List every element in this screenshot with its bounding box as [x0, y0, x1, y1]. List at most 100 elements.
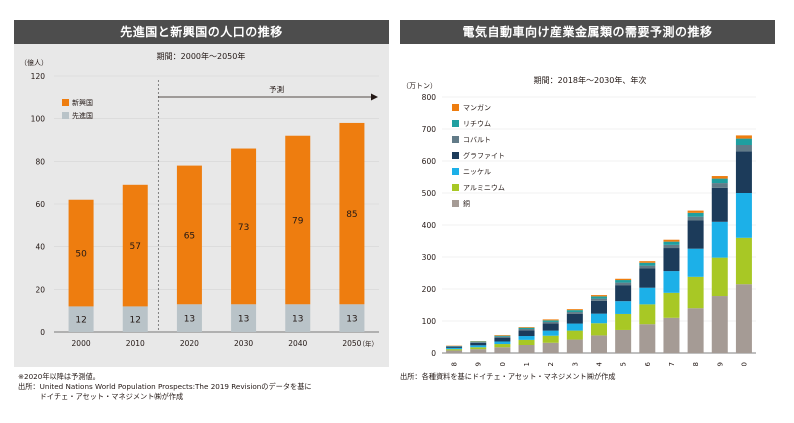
metals-legend-label-copper: 銅 — [463, 199, 470, 208]
population-x-tick-2040: 2040 — [288, 339, 307, 348]
metals-legend-label-lithium: リチウム — [463, 120, 491, 128]
developed-bar-2000 — [68, 306, 94, 332]
population-y-tick-60: 60 — [35, 200, 45, 209]
manganese-bar-2030 — [735, 135, 752, 139]
manganese-bar-2024 — [591, 295, 607, 297]
nickel-bar-2020 — [494, 341, 511, 345]
population-x-tick-2020: 2020 — [180, 339, 199, 348]
nickel-bar-2022 — [542, 330, 559, 336]
forecast-arrow-head — [371, 93, 378, 101]
metals-legend-label-nickel: ニッケル — [463, 168, 491, 176]
metals-legend-label-manganese: マンガン — [463, 103, 491, 112]
metals-y-tick-500: 500 — [422, 189, 437, 198]
population-y-tick-40: 40 — [35, 243, 45, 252]
metals-y-tick-600: 600 — [422, 157, 437, 166]
cobalt-bar-2025 — [615, 282, 632, 286]
metals-x-tick-2020: 2020 — [499, 362, 507, 367]
nickel-bar-2024 — [591, 313, 607, 324]
population-x-unit: （年） — [359, 339, 379, 348]
metals-legend-label-aluminum: アルミニウム — [463, 184, 505, 192]
aluminum-bar-2025 — [615, 313, 632, 330]
population-legend-swatch-0 — [62, 99, 69, 106]
metals-y-tick-200: 200 — [422, 285, 437, 294]
population-y-tick-20: 20 — [35, 285, 45, 294]
copper-bar-2019 — [470, 349, 487, 353]
metals-chart: 期間：2018年〜2030年、年次 （万トン） 0 100 200 300 400 500 60… — [402, 75, 756, 395]
manganese-bar-2026 — [639, 261, 656, 263]
population-x-tick-2000: 2000 — [72, 339, 91, 348]
nickel-bar-2028 — [687, 248, 704, 277]
metals-x-tick-2023: 2023 — [571, 362, 579, 367]
emerging-bar-2040 — [285, 135, 311, 305]
graphite-bar-2020 — [494, 337, 511, 342]
emerging-value-label-2000: 50 — [75, 250, 87, 260]
graphite-bar-2030 — [735, 151, 752, 193]
graphite-bar-2022 — [542, 323, 559, 331]
developed-value-label-2040: 13 — [292, 315, 303, 325]
nickel-bar-2021 — [518, 336, 535, 340]
metals-legend-swatch-copper — [452, 200, 459, 207]
lithium-bar-2028 — [687, 212, 704, 217]
copper-bar-2029 — [711, 296, 728, 353]
metals-y-tick-300: 300 — [422, 253, 437, 262]
developed-bar-2050 — [339, 304, 365, 332]
nickel-bar-2027 — [663, 271, 680, 293]
metals-x-tick-2018: 2018 — [451, 362, 459, 367]
aluminum-bar-2026 — [639, 304, 656, 325]
graphite-bar-2029 — [711, 187, 728, 222]
developed-bar-2020 — [176, 304, 202, 332]
emerging-value-label-2030: 73 — [238, 223, 249, 233]
lithium-bar-2023 — [566, 310, 583, 313]
population-legend-label-0: 新興国 — [72, 98, 93, 107]
population-y-tick-0: 0 — [40, 328, 45, 337]
cobalt-bar-2029 — [711, 183, 728, 188]
nickel-bar-2023 — [566, 323, 583, 331]
graphite-bar-2025 — [615, 285, 632, 302]
aluminum-bar-2030 — [735, 237, 752, 285]
population-subtitle: 期間：2000年〜2050年 — [157, 51, 246, 61]
metals-x-tick-2030: 2030 — [740, 362, 748, 367]
metals-legend-swatch-manganese — [452, 104, 459, 111]
developed-bar-2030 — [231, 304, 257, 332]
aluminum-bar-2024 — [591, 323, 607, 336]
nickel-bar-2030 — [735, 193, 752, 238]
copper-bar-2021 — [518, 345, 535, 353]
manganese-bar-2028 — [687, 210, 704, 213]
metals-x-tick-2022: 2022 — [547, 362, 555, 367]
lithium-bar-2025 — [615, 280, 632, 283]
nickel-bar-2026 — [639, 287, 656, 305]
metals-y-axis-label: （万トン） — [402, 82, 437, 90]
metals-y-tick-100: 100 — [422, 317, 437, 326]
aluminum-bar-2020 — [494, 344, 511, 348]
metals-y-tick-400: 400 — [422, 221, 437, 230]
population-chart-title: 先進国と新興国の人口の推移 — [14, 20, 389, 44]
cobalt-bar-2023 — [566, 312, 583, 314]
developed-value-label-2050: 13 — [346, 315, 357, 325]
aluminum-bar-2018 — [446, 349, 463, 351]
lithium-bar-2020 — [494, 335, 511, 337]
metals-subtitle: 期間：2018年〜2030年、年次 — [534, 75, 647, 85]
aluminum-bar-2027 — [663, 292, 680, 318]
nickel-bar-2019 — [470, 345, 487, 348]
population-note-source-cont: ドイチェ・アセット・マネジメント㈱が作成 — [18, 392, 184, 401]
graphite-bar-2026 — [639, 268, 656, 288]
manganese-bar-2029 — [711, 176, 728, 179]
population-x-tick-2050: 2050 — [342, 339, 361, 348]
population-x-tick-2010: 2010 — [126, 339, 145, 348]
cobalt-bar-2022 — [542, 321, 559, 324]
population-y-tick-100: 100 — [31, 115, 46, 124]
aluminum-bar-2019 — [470, 347, 487, 350]
copper-bar-2027 — [663, 317, 680, 353]
nickel-bar-2025 — [615, 301, 632, 314]
cobalt-bar-2020 — [494, 336, 511, 338]
aluminum-bar-2028 — [687, 276, 704, 309]
lithium-bar-2019 — [470, 341, 487, 343]
metals-chart-panel: 電気自動車向け産業金属類の需要予測の推移 期間：2018年〜2030年、年次 （万… — [400, 20, 775, 395]
population-y-tick-120: 120 — [31, 72, 46, 81]
graphite-bar-2023 — [566, 313, 583, 324]
graphite-bar-2019 — [470, 342, 487, 346]
emerging-value-label-2010: 57 — [130, 242, 141, 252]
metals-legend-swatch-aluminum — [452, 184, 459, 191]
copper-bar-2026 — [639, 324, 656, 353]
emerging-bar-2030 — [231, 148, 257, 305]
